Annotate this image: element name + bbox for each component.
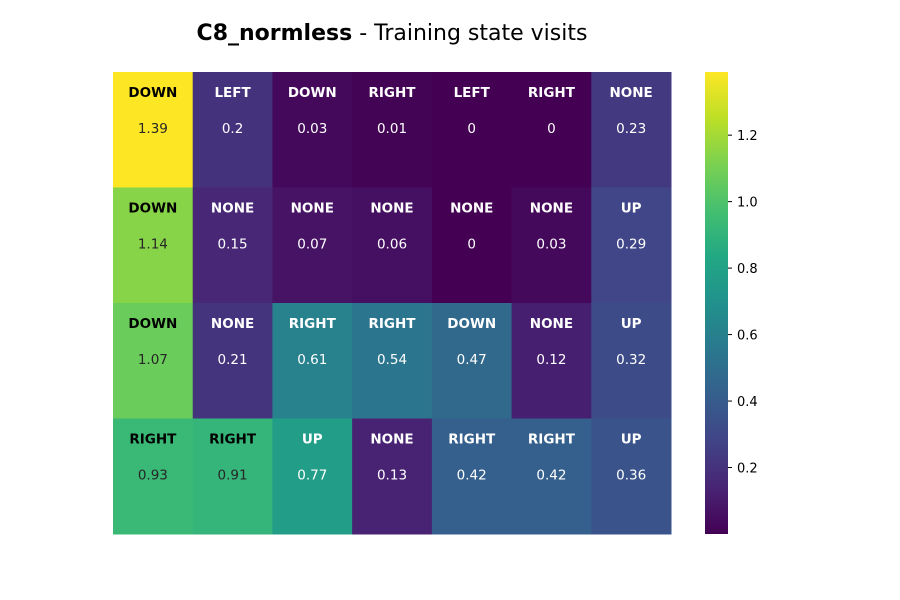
chart-title-bold: C8_normless: [196, 21, 353, 46]
heatmap-cell: [431, 72, 513, 188]
cell-value-label: 1.07: [138, 352, 168, 368]
cell-action-label: RIGHT: [528, 432, 576, 448]
cell-action-label: NONE: [370, 201, 413, 217]
heatmap-cell: [511, 303, 592, 419]
cell-value-label: 0.06: [377, 237, 407, 253]
cell-action-label: NONE: [211, 201, 254, 217]
heatmap-cell: [591, 303, 672, 419]
cell-value-label: 0: [547, 121, 556, 137]
heatmap-cell: [352, 418, 433, 535]
heatmap-cell: [272, 187, 353, 304]
cell-action-label: NONE: [530, 316, 573, 332]
cell-action-label: NONE: [530, 201, 573, 217]
heatmap-cell: [511, 72, 592, 188]
chart-title-rest: - Training state visits: [352, 21, 588, 46]
cell-action-label: UP: [302, 432, 323, 448]
cell-value-label: 0.91: [218, 468, 248, 484]
chart-title: C8_normless - Training state visits: [0, 21, 784, 46]
heatmap-cell: [272, 303, 353, 419]
cell-action-label: DOWN: [128, 201, 177, 217]
heatmap-cell: [511, 187, 592, 304]
cell-action-label: DOWN: [288, 85, 337, 101]
colorbar-tick-label: 1.0: [737, 196, 758, 211]
colorbar-tick-label: 1.2: [737, 129, 758, 144]
cell-value-label: 0.77: [297, 468, 327, 484]
heatmap-cell: [352, 187, 433, 304]
cell-value-label: 0.03: [297, 121, 327, 137]
heatmap-cell: [113, 72, 194, 188]
cell-value-label: 0.32: [616, 352, 646, 368]
heatmap-cell: [352, 303, 433, 419]
cell-value-label: 0.01: [377, 121, 407, 137]
cell-action-label: RIGHT: [129, 432, 177, 448]
heatmap-cell: [272, 72, 353, 188]
cell-action-label: UP: [621, 316, 642, 332]
heatmap-cell: [431, 303, 513, 419]
cell-value-label: 0.47: [457, 352, 487, 368]
cell-action-label: NONE: [211, 316, 254, 332]
cell-action-label: RIGHT: [368, 316, 416, 332]
cell-value-label: 0.29: [616, 237, 646, 253]
cell-action-label: DOWN: [128, 316, 177, 332]
heatmap-cell: [352, 72, 433, 188]
colorbar-tick-label: 0.8: [737, 262, 758, 277]
cell-value-label: 0.12: [536, 352, 566, 368]
cell-value-label: 0.36: [616, 468, 646, 484]
cell-value-label: 0.15: [218, 237, 248, 253]
heatmap-cell: [272, 418, 353, 535]
heatmap-cell: [431, 187, 513, 304]
colorbar-gradient: [705, 72, 728, 534]
heatmap-cell: [591, 72, 672, 188]
cell-action-label: NONE: [370, 432, 413, 448]
cell-value-label: 0: [467, 121, 476, 137]
heatmap-cell: [113, 418, 194, 535]
cell-action-label: RIGHT: [448, 432, 496, 448]
cell-action-label: NONE: [609, 85, 652, 101]
cell-action-label: NONE: [450, 201, 493, 217]
cell-value-label: 0.2: [222, 121, 243, 137]
cell-action-label: RIGHT: [528, 85, 576, 101]
heatmap-cell: [192, 303, 273, 419]
cell-value-label: 0: [467, 237, 476, 253]
heatmap-cell: [431, 418, 513, 535]
cell-value-label: 0.13: [377, 468, 407, 484]
cell-action-label: LEFT: [214, 85, 251, 101]
cell-value-label: 0.42: [536, 468, 566, 484]
cell-action-label: UP: [621, 432, 642, 448]
heatmap-cell: [113, 303, 194, 419]
colorbar-tick-label: 0.4: [737, 395, 758, 410]
cell-value-label: 1.14: [138, 237, 168, 253]
cell-value-label: 0.21: [218, 352, 248, 368]
cell-action-label: DOWN: [128, 85, 177, 101]
heatmap-cell: [591, 418, 672, 535]
heatmap-cell: [511, 418, 592, 535]
cell-action-label: DOWN: [447, 316, 496, 332]
cell-action-label: NONE: [291, 201, 334, 217]
cell-value-label: 0.07: [297, 237, 327, 253]
heatmap-cell: [113, 187, 194, 304]
heatmap-cell: [192, 418, 273, 535]
cell-action-label: RIGHT: [368, 85, 416, 101]
cell-value-label: 0.03: [536, 237, 566, 253]
cell-value-label: 0.54: [377, 352, 407, 368]
cell-action-label: UP: [621, 201, 642, 217]
heatmap-cell: [591, 187, 672, 304]
cell-value-label: 0.93: [138, 468, 168, 484]
cell-action-label: LEFT: [454, 85, 491, 101]
colorbar: 0.2 0.4 0.6 0.8 1.0 1.2: [705, 72, 758, 534]
cell-value-label: 1.39: [138, 121, 168, 137]
colorbar-tick-label: 0.2: [737, 462, 758, 477]
cell-value-label: 0.61: [297, 352, 327, 368]
cell-value-label: 0.42: [457, 468, 487, 484]
cell-value-label: 0.23: [616, 121, 646, 137]
colorbar-tick-label: 0.6: [737, 329, 758, 344]
cell-action-label: RIGHT: [289, 316, 337, 332]
heatmap-cell: [192, 72, 273, 188]
cell-action-label: RIGHT: [209, 432, 257, 448]
heatmap-cell: [192, 187, 273, 304]
heatmap-grid: DOWN 1.39 LEFT 0.2 DOWN 0.03 RIGHT 0.01 LEFT 0 RIG…: [113, 72, 672, 535]
